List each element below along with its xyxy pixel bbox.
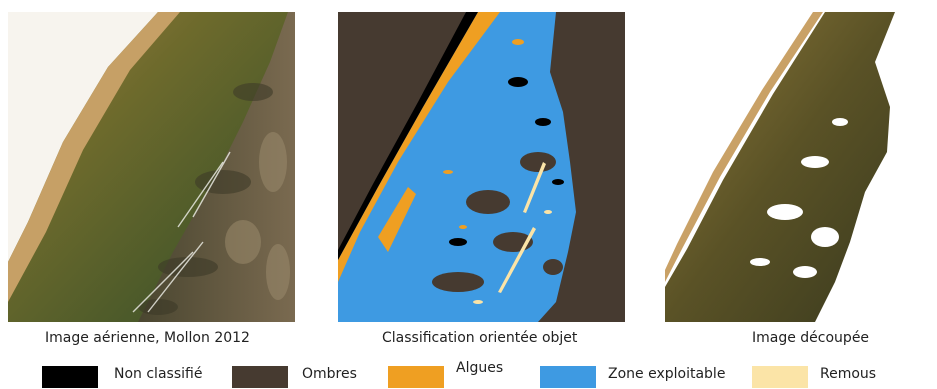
aerial-image [8,12,295,322]
legend-label-ombres: Ombres [302,366,357,382]
classification-map [338,12,625,322]
legend-label-non-classifie: Non classifié [114,366,203,382]
legend-label-zone-exploitable: Zone exploitable [608,366,726,382]
aerial-image-panel [8,12,295,322]
clipped-image-panel [665,12,937,322]
legend-label-algues: Algues [456,360,504,376]
classification-panel [338,12,625,322]
caption-classification: Classification orientée objet [382,330,578,346]
caption-clipped-image: Image découpée [752,330,870,346]
legend-swatch-remous [752,366,808,388]
clipped-image [665,12,935,322]
legend-label-remous: Remous [820,366,877,382]
legend-swatch-non-classifie [42,366,98,388]
legend-swatch-zone-exploitable [540,366,596,388]
legend-swatch-ombres [232,366,288,388]
caption-aerial-image: Image aérienne, Mollon 2012 [45,330,250,346]
legend-swatch-algues [388,366,444,388]
